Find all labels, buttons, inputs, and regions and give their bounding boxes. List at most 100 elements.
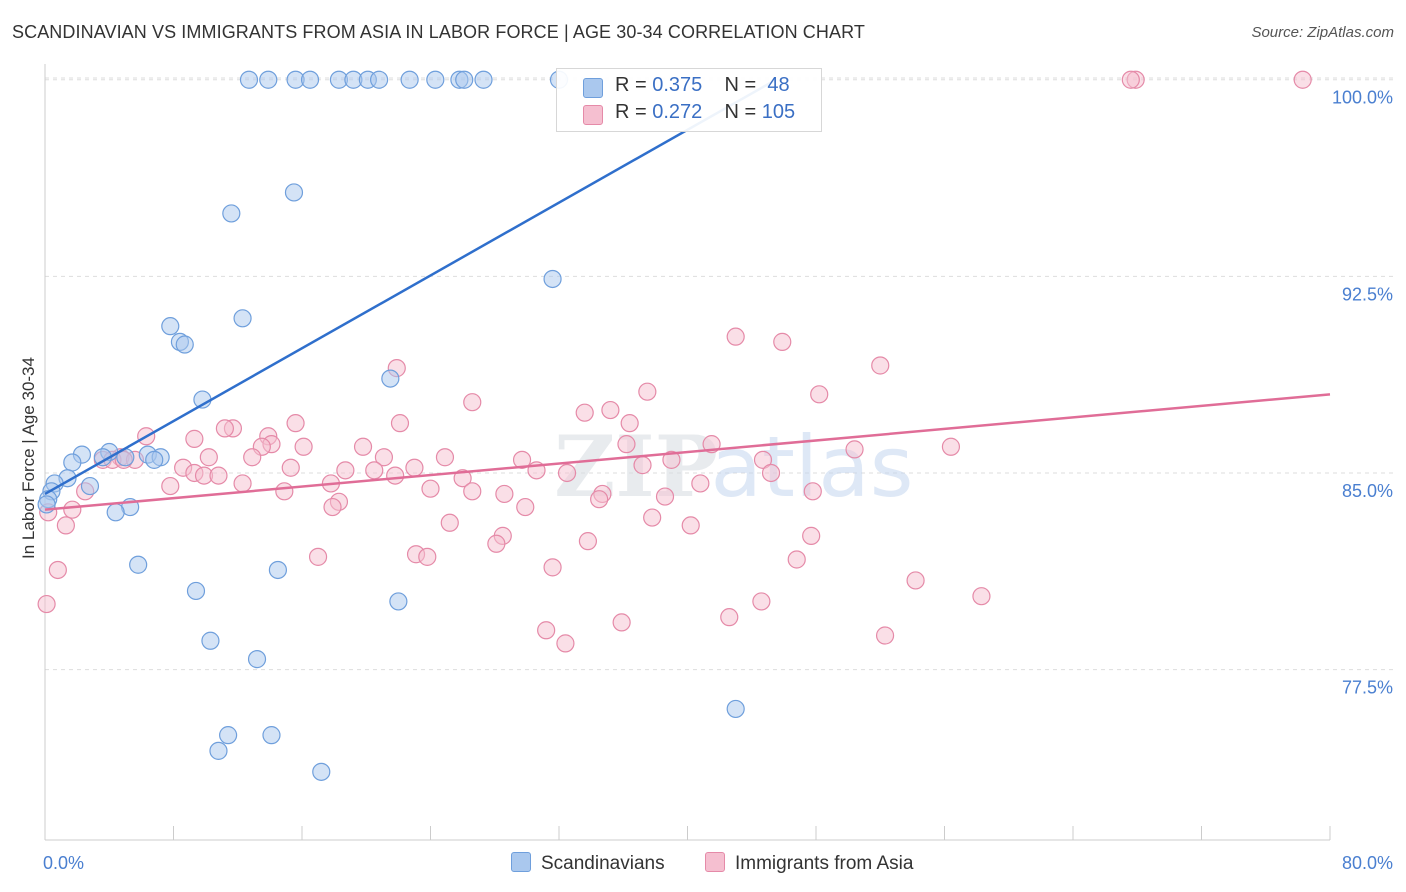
scandinavians-point xyxy=(268,560,288,580)
immigrants-from-asia-point xyxy=(590,490,609,509)
scandinavians-point xyxy=(543,269,562,289)
immigrants-from-asia-point xyxy=(557,463,577,483)
immigrants-from-asia-point xyxy=(578,532,598,551)
immigrants-from-asia-point xyxy=(720,608,739,627)
immigrants-from-asia-point xyxy=(691,474,710,493)
y-tick-label: 77.5% xyxy=(1342,678,1393,698)
immigrants-from-asia-point xyxy=(209,466,228,485)
scandinavians-point xyxy=(474,70,493,89)
immigrants-from-asia-point xyxy=(421,479,440,498)
immigrants-from-asia-point xyxy=(323,497,342,517)
scandinavians-point xyxy=(80,476,100,496)
immigrants-from-asia-point xyxy=(643,508,662,527)
scandinavians-point xyxy=(209,741,228,760)
source-label: Source: ZipAtlas.com xyxy=(1251,24,1394,41)
bottom-legend-label: Immigrants from Asia xyxy=(735,853,914,874)
immigrants-from-asia-point xyxy=(612,613,631,632)
y-tick-label: 85.0% xyxy=(1342,481,1393,501)
immigrants-from-asia-point xyxy=(871,356,890,375)
immigrants-from-asia-point xyxy=(787,550,806,569)
legend-r-label: R = xyxy=(615,74,647,96)
immigrants-from-asia-point xyxy=(875,626,895,645)
scandinavians-point xyxy=(129,555,148,574)
immigrants-from-asia-point xyxy=(575,403,594,422)
immigrants-from-asia-point xyxy=(620,414,639,433)
scandinavians-trend-line xyxy=(44,78,777,496)
immigrants-from-asia-point xyxy=(353,437,373,456)
legend-r-value: 0.272 xyxy=(652,101,703,123)
immigrants-from-asia-point xyxy=(294,437,313,456)
scandinavians-point xyxy=(222,204,241,223)
legend-n-value: 48 xyxy=(767,74,790,96)
immigrants-from-asia-point xyxy=(308,547,328,566)
legend-swatch-pink xyxy=(583,105,603,125)
axes xyxy=(44,64,1331,841)
bottom-legend-label: Scandinavians xyxy=(541,853,665,874)
scandinavians-point xyxy=(726,699,745,719)
immigrants-from-asia-point xyxy=(286,414,305,433)
immigrants-from-asia-point xyxy=(1121,70,1140,89)
chart-title: SCANDINAVIAN VS IMMIGRANTS FROM ASIA IN … xyxy=(12,22,865,42)
scandinavians-point xyxy=(186,581,206,601)
immigrants-from-asia-point xyxy=(512,450,532,469)
bottom-legend-swatch-pink xyxy=(705,852,725,872)
grid-lines xyxy=(45,77,1395,671)
immigrants-from-asia-point xyxy=(63,500,82,519)
scandinavians-point xyxy=(389,592,408,611)
legend-n-label: N = xyxy=(724,101,757,123)
immigrants-from-asia-point xyxy=(56,516,75,535)
legend-r-label: R = xyxy=(615,101,647,123)
immigrants-from-asia-point xyxy=(233,474,252,493)
scandinavians-point xyxy=(219,726,238,745)
immigrants-from-asia-point xyxy=(537,621,556,640)
watermark-atlas: atlas xyxy=(711,418,914,516)
y-axis-label: In Labor Force | Age 30-34 xyxy=(19,357,38,559)
y-tick-label: 92.5% xyxy=(1342,284,1393,304)
scandinavians-point xyxy=(201,631,220,650)
immigrants-from-asia-point xyxy=(275,482,294,501)
legend-r-value: 0.375 xyxy=(652,74,703,96)
immigrants-from-asia-point xyxy=(662,450,681,469)
immigrants-from-asia-points xyxy=(37,70,1312,653)
immigrants-from-asia-point xyxy=(374,448,394,467)
immigrants-from-asia-point xyxy=(435,448,455,467)
legend-swatch-blue xyxy=(583,78,603,98)
immigrants-from-asia-point xyxy=(773,332,792,351)
trend-lines xyxy=(44,78,1331,511)
scandinavians-point xyxy=(175,335,194,354)
scandinavians-point xyxy=(259,70,278,89)
immigrants-from-asia-point xyxy=(803,482,822,501)
immigrants-from-asia-point xyxy=(336,461,355,480)
immigrants-from-asia-point xyxy=(638,382,657,401)
immigrants-from-asia-point xyxy=(601,400,620,420)
scandinavians-point xyxy=(381,369,400,388)
scandinavians-point xyxy=(262,726,281,745)
immigrants-from-asia-point xyxy=(48,560,67,580)
scandinavians-point xyxy=(312,762,331,781)
scandinavians-point xyxy=(145,450,164,469)
immigrants-from-asia-point xyxy=(463,482,482,501)
immigrants-from-asia-point xyxy=(495,484,514,504)
immigrants-from-asia-point xyxy=(37,594,56,614)
y-tick-label: 100.0% xyxy=(1332,88,1393,108)
scandinavians-point xyxy=(233,309,252,328)
immigrants-from-asia-point xyxy=(753,450,773,469)
immigrants-from-asia-point xyxy=(972,587,991,606)
immigrants-from-asia-point xyxy=(281,458,300,477)
immigrants-from-asia-point xyxy=(463,393,482,412)
immigrants-from-asia-point xyxy=(681,516,700,535)
immigrants-from-asia-point xyxy=(386,466,405,485)
immigrants-from-asia-point xyxy=(655,487,675,506)
immigrants-from-asia-point xyxy=(199,448,218,467)
x-tick-label-max: 80.0% xyxy=(1342,853,1393,873)
immigrants-from-asia-point xyxy=(405,458,424,477)
immigrants-from-asia-point xyxy=(365,461,384,480)
immigrants-from-asia-point xyxy=(906,571,925,590)
immigrants-from-asia-point xyxy=(453,469,472,488)
bottom-legend-immigrants-from-asia: Immigrants from Asia xyxy=(705,852,913,875)
scandinavians-point xyxy=(239,70,259,89)
legend-n-value: 105 xyxy=(761,101,796,123)
immigrants-from-asia-point xyxy=(752,592,771,611)
scandinavians-point xyxy=(247,650,267,669)
